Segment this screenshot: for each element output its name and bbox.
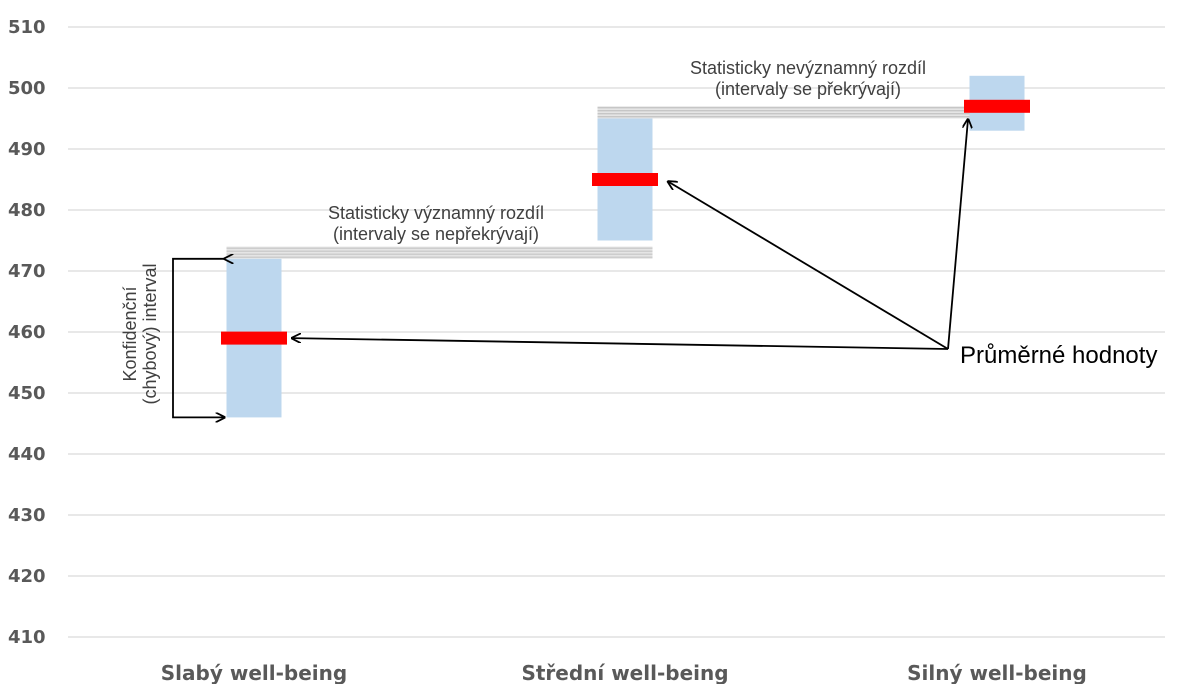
y-tick-label: 440 (8, 444, 46, 465)
ci-label: Konfidenční (chybový) interval (120, 263, 160, 404)
ci-bracket (172, 259, 225, 418)
arrow-to-slaby-mean (292, 338, 949, 350)
difference-band (597, 106, 972, 119)
arrow-to-silny-mean (947, 119, 968, 350)
y-tick-label: 410 (8, 627, 46, 648)
x-axis-category-labels: Slabý well-being Střední well-being Silný … (161, 661, 1087, 684)
x-category-label: Slabý well-being (161, 661, 347, 684)
y-tick-label: 460 (8, 322, 46, 343)
nonsignificant-label-line1: Statisticky nevýznamný rozdíl (690, 58, 926, 78)
nonsignificant-label-line2: (intervaly se překrývají) (715, 79, 901, 99)
difference-bands (226, 106, 972, 259)
mean-marker (592, 173, 658, 186)
ci-label-line1: Konfidenční (120, 286, 140, 381)
y-axis-tick-labels: 410 420 430 440 450 460 470 480 490 500 510 (8, 17, 46, 648)
y-tick-label: 420 (8, 566, 46, 587)
mean-markers (221, 99, 1030, 345)
y-tick-label: 490 (8, 139, 46, 160)
annotations: Statisticky významný rozdíl (intervaly s… (120, 58, 1157, 417)
y-tick-label: 470 (8, 261, 46, 282)
x-category-label: Střední well-being (521, 661, 728, 684)
significant-label-line2: (intervaly se nepřekrývají) (333, 224, 539, 244)
y-tick-label: 430 (8, 505, 46, 526)
y-tick-label: 480 (8, 200, 46, 221)
difference-band (226, 246, 653, 259)
significant-label-line1: Statisticky významný rozdíl (328, 203, 544, 223)
mean-marker (964, 99, 1030, 113)
means-label: Průměrné hodnoty (960, 342, 1157, 369)
arrow-to-stredni-mean (668, 182, 949, 350)
y-tick-label: 510 (8, 17, 46, 38)
x-category-label: Silný well-being (907, 661, 1087, 684)
ci-label-line2: (chybový) interval (140, 263, 160, 404)
y-tick-label: 450 (8, 383, 46, 404)
mean-marker (221, 331, 287, 345)
y-tick-label: 500 (8, 78, 46, 99)
